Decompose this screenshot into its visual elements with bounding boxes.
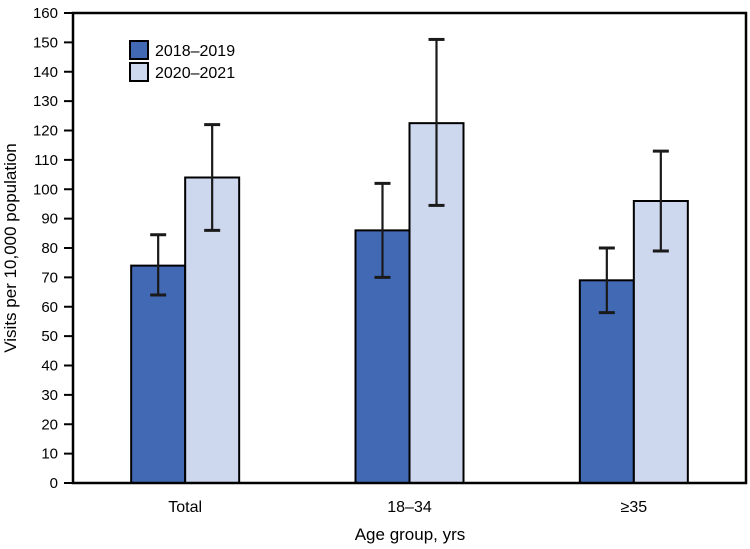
y-tick-label: 30 [41, 387, 58, 404]
y-tick-label: 160 [33, 5, 58, 22]
legend-label-2018-2019: 2018–2019 [155, 43, 235, 60]
legend-swatch-2020-2021 [129, 62, 149, 82]
y-tick-label: 0 [50, 475, 58, 492]
y-tick-label: 80 [41, 240, 58, 257]
plot-border [71, 11, 748, 485]
y-tick-label: 50 [41, 328, 58, 345]
y-tick-label: 40 [41, 358, 58, 375]
y-tick-label: 120 [33, 123, 58, 140]
legend-label-2020-2021: 2020–2021 [155, 65, 235, 82]
legend: 2018–2019 2020–2021 [129, 40, 235, 82]
x-axis-title: Age group, yrs [355, 525, 466, 544]
y-axis-title: Visits per 10,000 population [1, 143, 20, 353]
y-tick-label: 140 [33, 64, 58, 81]
x-category-label-18-34: 18–34 [387, 499, 432, 516]
y-tick-label: 110 [34, 152, 58, 169]
x-axis-labels: Total 18–34 ≥35 [168, 499, 647, 516]
bars-layer [130, 122, 689, 484]
y-axis-ticks: 0 10 20 30 40 50 60 70 80 90 100 110 120 130 140 150 160 [33, 5, 73, 492]
y-tick-label: 100 [33, 181, 58, 198]
y-tick-label: 90 [41, 211, 58, 228]
y-tick-label: 20 [41, 416, 58, 433]
legend-swatch-2018-2019 [129, 40, 149, 60]
error-bars-layer [150, 37, 669, 315]
y-tick-label: 10 [41, 446, 58, 463]
y-tick-label: 70 [41, 269, 58, 286]
y-tick-label: 130 [33, 93, 58, 110]
x-category-label-total: Total [168, 499, 202, 516]
y-tick-label: 60 [41, 299, 58, 316]
x-category-label-ge35: ≥35 [621, 499, 648, 516]
bar-total-2018-2019 [130, 264, 187, 484]
y-tick-label: 150 [33, 34, 58, 51]
